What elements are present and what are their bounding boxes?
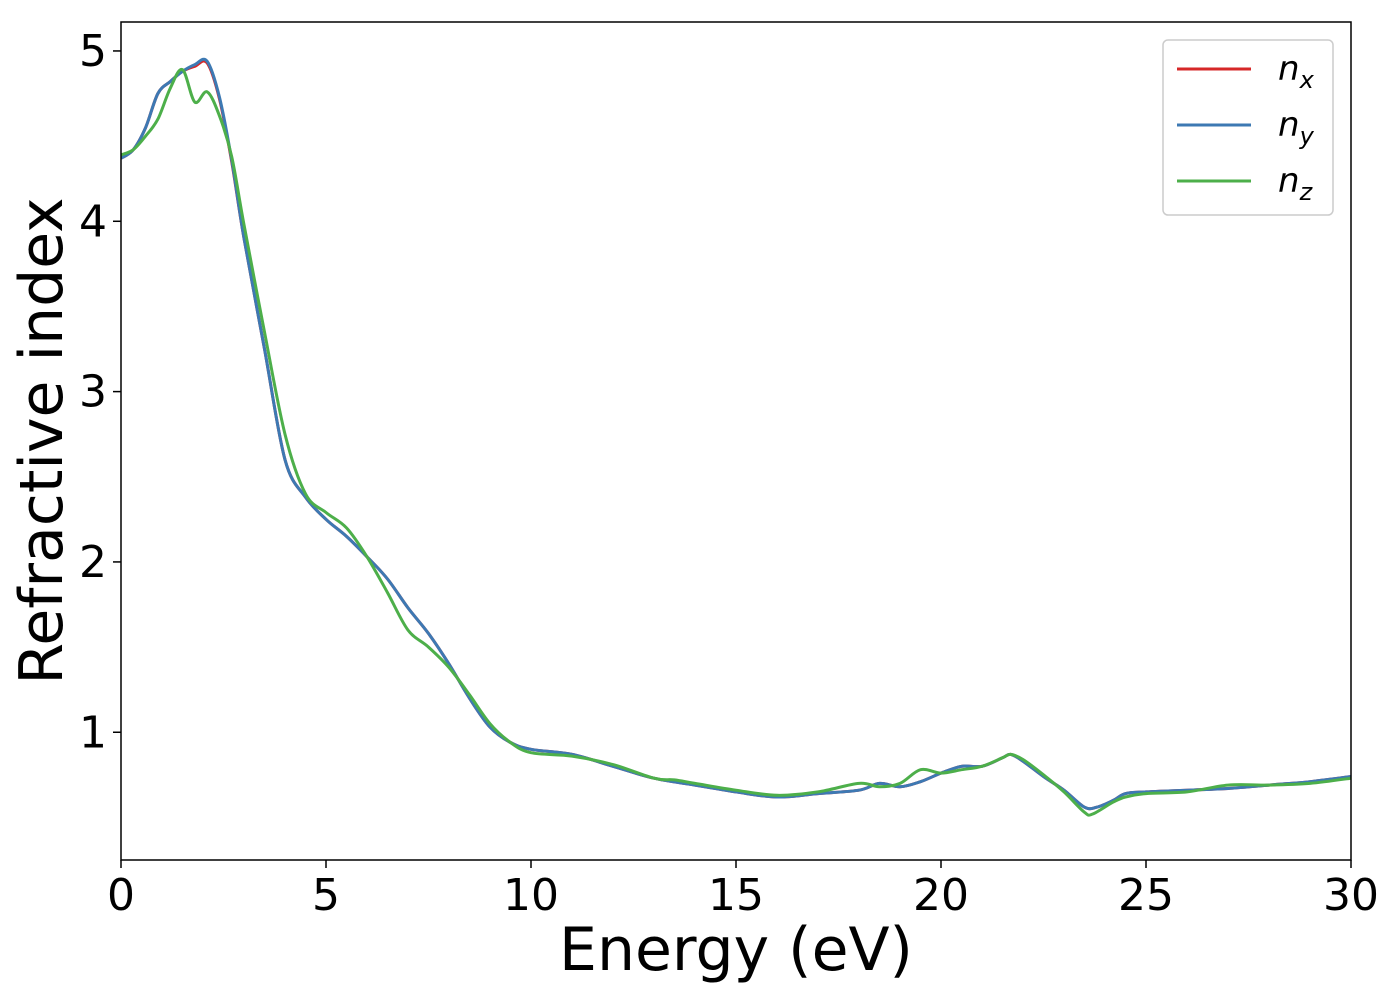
y-tick-label: 5: [79, 26, 107, 77]
x-tick-label: 15: [708, 870, 764, 921]
x-tick-label: 0: [107, 870, 135, 921]
y-tick-label: 2: [79, 537, 107, 588]
x-tick-label: 5: [312, 870, 340, 921]
legend-label-y: ny: [1278, 105, 1315, 150]
legend: nx ny nz: [1162, 39, 1334, 216]
legend-label-z: nz: [1278, 161, 1314, 206]
legend-label-x: nx: [1278, 49, 1315, 94]
x-tick-label: 10: [503, 870, 559, 921]
y-axis-label: Refractive index: [7, 197, 77, 684]
y-axis-ticks: 1 2 3 4 5: [79, 26, 121, 758]
series-line-z: [121, 68, 1351, 817]
x-tick-label: 25: [1118, 870, 1174, 921]
legend-box: [1162, 39, 1334, 216]
y-tick-label: 3: [79, 367, 107, 418]
y-tick-label: 1: [79, 707, 107, 758]
series-layer: [121, 57, 1351, 817]
x-axis-label: Energy (eV): [559, 915, 913, 985]
x-tick-label: 20: [913, 870, 969, 921]
y-tick-label: 4: [79, 196, 107, 247]
x-axis-ticks: 0 5 10 15 20 25 30: [107, 860, 1379, 921]
x-tick-label: 30: [1323, 870, 1379, 921]
